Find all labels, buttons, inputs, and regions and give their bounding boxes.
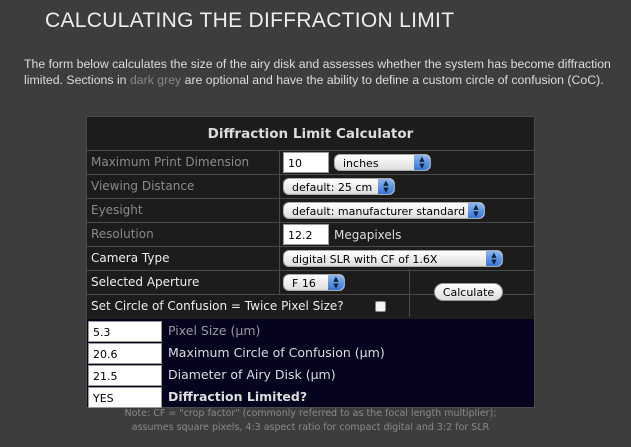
row-camera: Camera Type digital SLR with CF of 1.6X ▲… (87, 247, 534, 271)
row-aperture: Selected Aperture F 16 ▲ ▼ (87, 271, 534, 295)
resolution-input[interactable]: 12.2 (283, 224, 329, 245)
diffraction-limited-label: Diffraction Limited? (168, 389, 308, 404)
dark-grey-highlight: dark grey (129, 73, 182, 87)
label-coc: Set Circle of Confusion = Twice Pixel Si… (91, 299, 344, 313)
viewing-distance-select[interactable]: default: 25 cm ▲ ▼ (283, 178, 395, 195)
calculator-heading: Diffraction Limit Calculator (87, 117, 534, 151)
row-eyesight: Eyesight default: manufacturer standard ▲… (87, 199, 534, 223)
max-coc-output: 20.6 (88, 343, 162, 364)
divider (409, 269, 410, 317)
camera-type-select[interactable]: digital SLR with CF of 1.6X ▲ ▼ (283, 250, 503, 267)
unit-select[interactable]: inches ▲ ▼ (334, 154, 431, 171)
result-row: YES Diffraction Limited? (87, 386, 534, 408)
max-print-input[interactable]: 10 (283, 152, 329, 173)
unit-value: inches (343, 157, 379, 170)
note-line: Note: CF = "crop factor" (commonly refer… (124, 408, 497, 419)
viewing-value: default: 25 cm (292, 181, 373, 194)
label-max-print: Maximum Print Dimension (87, 151, 280, 174)
intro-text: The form below calculates the size of th… (24, 56, 614, 88)
chevron-updown-icon: ▲ ▼ (414, 155, 430, 170)
chevron-updown-icon: ▲ ▼ (328, 275, 344, 290)
row-coc: Set Circle of Confusion = Twice Pixel Si… (87, 295, 534, 319)
intro-part: are optional and have the ability to def… (181, 73, 604, 87)
result-row: 5.3 Pixel Size (µm) (87, 320, 534, 342)
aperture-value: F 16 (292, 277, 316, 290)
aperture-select[interactable]: F 16 ▲ ▼ (283, 274, 345, 291)
note-line: assumes square pixels, 4:3 aspect ratio … (131, 422, 490, 433)
result-row: 20.6 Maximum Circle of Confusion (µm) (87, 342, 534, 364)
coc-checkbox[interactable] (375, 301, 386, 312)
label-viewing: Viewing Distance (87, 175, 280, 198)
eyesight-value: default: manufacturer standard (292, 205, 466, 218)
page-title: CALCULATING THE DIFFRACTION LIMIT (45, 9, 455, 32)
row-viewing: Viewing Distance default: 25 cm ▲ ▼ (87, 175, 534, 199)
label-resolution: Resolution (87, 223, 280, 246)
result-row: 21.5 Diameter of Airy Disk (µm) (87, 364, 534, 386)
row-resolution: Resolution 12.2 Megapixels (87, 223, 534, 247)
diffraction-limited-output: YES (88, 387, 162, 408)
max-coc-label: Maximum Circle of Confusion (µm) (168, 345, 385, 360)
resolution-unit: Megapixels (334, 227, 402, 242)
chevron-updown-icon: ▲ ▼ (378, 179, 394, 194)
footnote: Note: CF = "crop factor" (commonly refer… (86, 407, 535, 435)
pixel-size-label: Pixel Size (µm) (168, 323, 261, 338)
chevron-updown-icon: ▲ ▼ (468, 203, 484, 218)
pixel-size-output: 5.3 (88, 321, 162, 342)
row-max-print: Maximum Print Dimension 10 inches ▲ ▼ (87, 151, 534, 175)
airy-disk-output: 21.5 (88, 365, 162, 386)
label-aperture: Selected Aperture (87, 271, 280, 294)
results-panel: 5.3 Pixel Size (µm) 20.6 Maximum Circle of… (87, 319, 534, 408)
airy-disk-label: Diameter of Airy Disk (µm) (168, 367, 336, 382)
calculate-button[interactable]: Calculate (434, 283, 503, 301)
eyesight-select[interactable]: default: manufacturer standard ▲ ▼ (283, 202, 485, 219)
label-eyesight: Eyesight (87, 199, 280, 222)
chevron-updown-icon: ▲ ▼ (486, 251, 502, 266)
intro-part: The form below calculates the size of th… (24, 57, 611, 87)
label-camera: Camera Type (87, 247, 280, 270)
diffraction-calculator: Diffraction Limit Calculator Maximum Pri… (86, 116, 535, 408)
camera-value: digital SLR with CF of 1.6X (292, 253, 438, 266)
